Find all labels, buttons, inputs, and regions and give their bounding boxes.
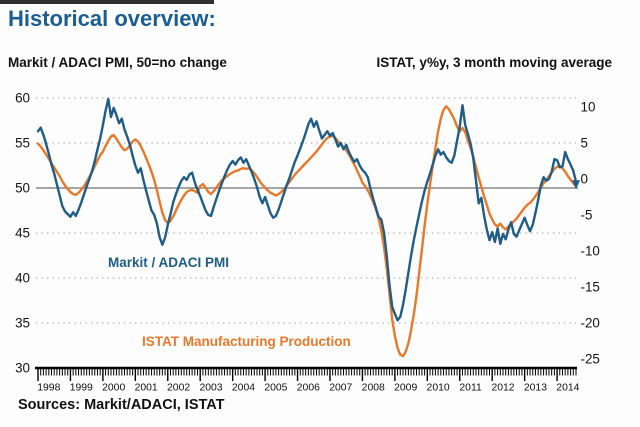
x-tick-label: 2013 xyxy=(524,383,547,394)
x-tick-label: 2014 xyxy=(556,383,579,394)
right-tick-label: 10 xyxy=(581,100,596,115)
right-tick-label: -5 xyxy=(581,208,593,223)
left-tick-label: 55 xyxy=(15,136,30,151)
x-tick-label: 2012 xyxy=(491,383,514,394)
right-tick-label: -25 xyxy=(581,352,600,367)
x-tick-label: 2001 xyxy=(135,383,158,394)
source-note: Sources: Markit/ADACI, ISTAT xyxy=(18,397,225,413)
left-tick-label: 60 xyxy=(15,91,30,106)
x-tick-label: 2006 xyxy=(297,383,320,394)
series-label-istat: ISTAT Manufacturing Production xyxy=(142,334,351,349)
right-tick-label: -10 xyxy=(581,244,600,259)
x-tick-label: 2007 xyxy=(329,383,352,394)
x-tick-label: 2010 xyxy=(427,383,450,394)
x-tick-label: 2008 xyxy=(362,383,385,394)
pmi-line xyxy=(36,97,578,322)
left-tick-label: 45 xyxy=(15,226,30,241)
right-tick-label: -15 xyxy=(581,280,600,295)
left-tick-label: 50 xyxy=(15,181,30,196)
istat-line xyxy=(36,105,578,358)
right-axis-title: ISTAT, y%y, 3 month moving average xyxy=(376,55,612,70)
x-tick-label: 2003 xyxy=(199,383,222,394)
left-axis-title: Markit / ADACI PMI, 50=no change xyxy=(8,55,227,70)
x-tick-label: 2009 xyxy=(394,383,417,394)
right-tick-label: -20 xyxy=(581,316,600,331)
x-tick-label: 1999 xyxy=(70,383,93,394)
x-tick-label: 2011 xyxy=(459,383,482,394)
x-tick-label: 2002 xyxy=(167,383,190,394)
page-title: Historical overview: xyxy=(8,6,216,31)
left-tick-label: 40 xyxy=(15,271,30,286)
right-tick-label: 5 xyxy=(581,136,588,151)
top-edge-artifact xyxy=(0,0,214,4)
left-tick-label: 30 xyxy=(15,361,30,376)
left-tick-label: 35 xyxy=(15,316,30,331)
x-tick-label: 2000 xyxy=(102,383,125,394)
x-tick-label: 2004 xyxy=(232,383,255,394)
right-tick-label: 0 xyxy=(581,172,588,187)
x-tick-label: 2005 xyxy=(264,383,287,394)
series-label-pmi: Markit / ADACI PMI xyxy=(108,255,230,270)
x-tick-label: 1998 xyxy=(37,383,60,394)
latest-value-arrow-icon xyxy=(572,180,580,190)
